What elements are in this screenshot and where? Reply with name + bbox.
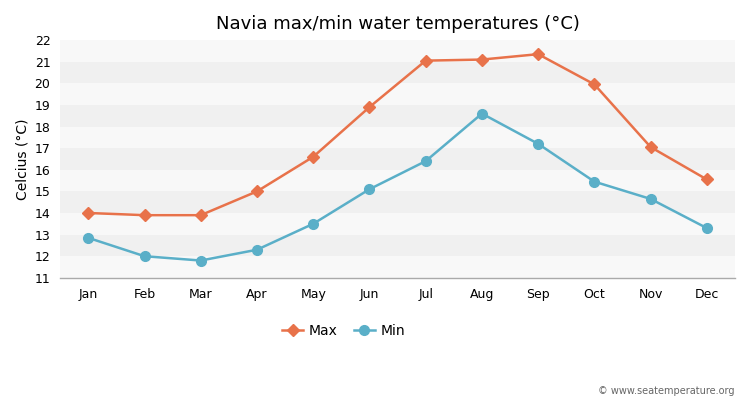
Min [309,221,318,226]
Min [196,258,206,263]
Max [253,189,262,194]
Title: Navia max/min water temperatures (°C): Navia max/min water temperatures (°C) [216,15,580,33]
Max [422,58,430,63]
Bar [60,256,735,278]
Max [703,177,712,182]
Max [140,213,149,218]
Min [140,254,149,259]
Max [309,154,318,159]
Bar [60,126,735,148]
Bar [60,83,735,105]
Legend: Max, Min: Max, Min [277,318,410,343]
Max [365,105,374,110]
Min [478,111,487,116]
Max [646,145,656,150]
Line: Max: Max [84,50,711,219]
Max [196,213,206,218]
Min [365,187,374,192]
Min [422,159,430,164]
Min [646,196,656,201]
Max [478,57,487,62]
Min [703,226,712,230]
Max [534,52,543,56]
Line: Min: Min [83,109,712,265]
Y-axis label: Celcius (°C): Celcius (°C) [15,118,29,200]
Max [84,210,93,215]
Bar [60,170,735,191]
Bar [60,213,735,235]
Min [534,142,543,146]
Bar [60,40,735,62]
Min [84,236,93,240]
Min [590,179,599,184]
Min [253,247,262,252]
Max [590,82,599,87]
Text: © www.seatemperature.org: © www.seatemperature.org [598,386,735,396]
